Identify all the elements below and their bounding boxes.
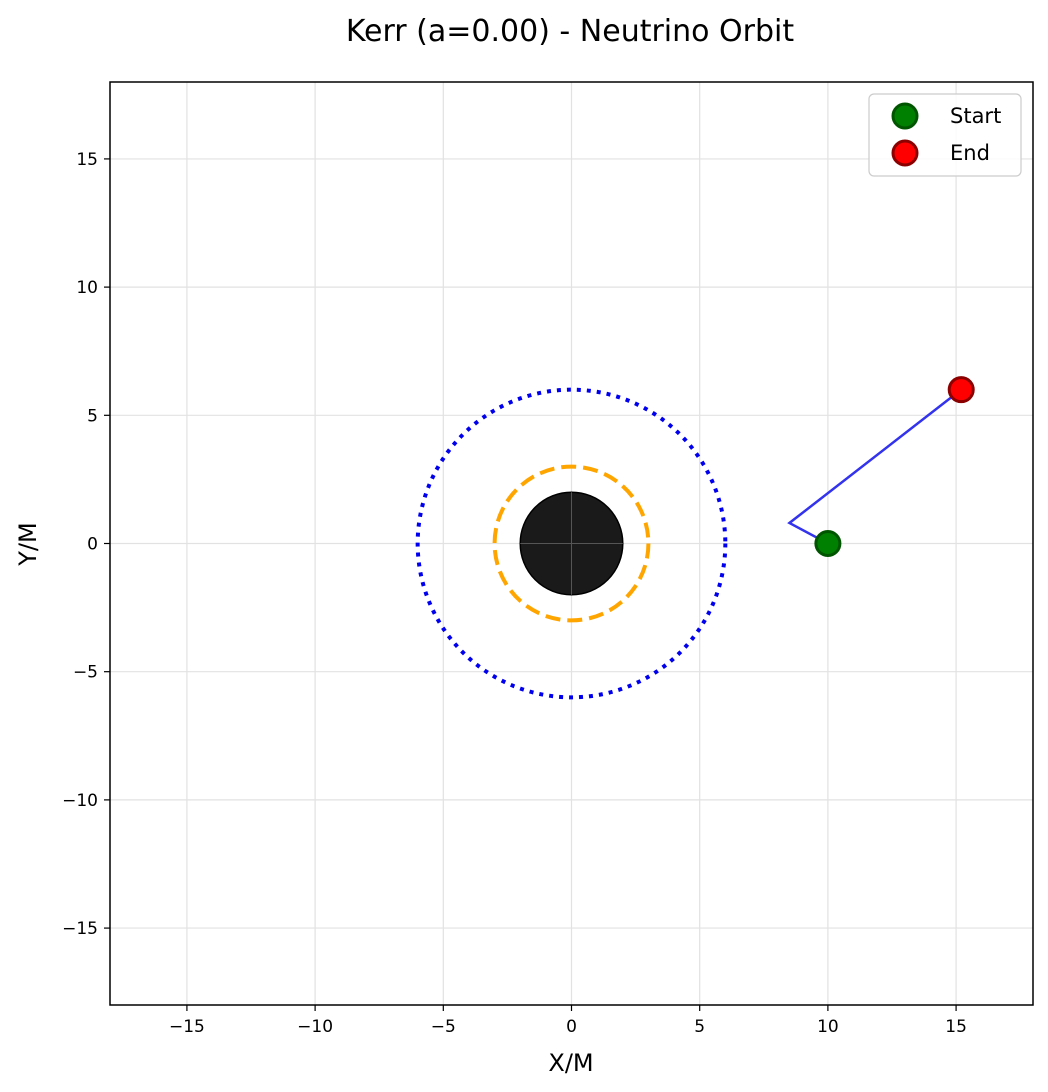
y-tick-label: −10 — [62, 791, 98, 811]
legend-end-label: End — [950, 141, 990, 165]
x-tick-label: 0 — [566, 1017, 577, 1037]
x-axis-label: X/M — [548, 1049, 593, 1077]
x-tick-label: 10 — [817, 1017, 839, 1037]
x-tick-label: −10 — [297, 1017, 333, 1037]
start-marker — [814, 530, 842, 557]
isco-circle — [415, 387, 728, 700]
x-tick-label: 15 — [945, 1017, 967, 1037]
y-tick-label: −15 — [62, 919, 98, 939]
plot-area — [415, 376, 975, 700]
photon-sphere-circle — [492, 464, 651, 623]
legend: Start End — [868, 93, 1022, 177]
x-tick-label: 5 — [694, 1017, 705, 1037]
x-tick-label: −5 — [431, 1017, 456, 1037]
axis-ticks: −15 −10 −5 0 5 10 15 −15 −10 −5 0 5 10 15 — [62, 150, 967, 1037]
y-tick-label: −5 — [73, 663, 98, 683]
trajectory-line — [787, 388, 962, 545]
y-axis-label: Y/M — [14, 522, 42, 566]
x-tick-label: −15 — [169, 1017, 205, 1037]
end-marker — [947, 376, 975, 404]
y-tick-label: 10 — [76, 278, 98, 298]
chart-title: Kerr (a=0.00) - Neutrino Orbit — [346, 14, 795, 49]
legend-start-swatch — [891, 102, 919, 130]
y-tick-label: 0 — [87, 535, 98, 555]
legend-end-swatch — [891, 139, 919, 167]
y-tick-label: 15 — [76, 150, 98, 170]
y-tick-label: 5 — [87, 406, 98, 426]
legend-start-label: Start — [950, 104, 1001, 128]
